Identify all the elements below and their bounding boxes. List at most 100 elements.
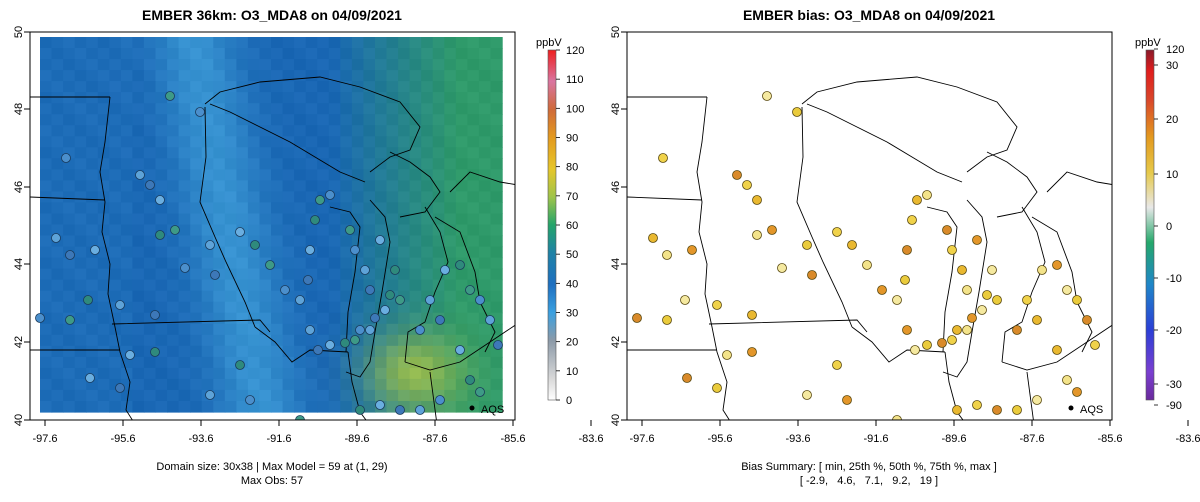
- heatmap-cell: [178, 323, 191, 336]
- heatmap-cell: [224, 81, 237, 93]
- heatmap-cell: [213, 114, 226, 126]
- heatmap-cell: [328, 158, 341, 170]
- heatmap-cell: [398, 389, 411, 402]
- bias-marker: [847, 240, 857, 250]
- heatmap-cell: [328, 180, 341, 192]
- heatmap-cell: [259, 180, 272, 192]
- heatmap-cell: [132, 202, 145, 214]
- heatmap-cell: [236, 147, 249, 159]
- heatmap-cell: [444, 356, 457, 369]
- heatmap-cell: [201, 59, 214, 71]
- heatmap-cell: [421, 345, 434, 358]
- heatmap-cell: [201, 345, 214, 358]
- bias-marker: [1072, 387, 1082, 397]
- heatmap-cell: [109, 312, 122, 325]
- bias-marker: [977, 305, 987, 315]
- heatmap-cell: [40, 125, 53, 137]
- heatmap-cell: [490, 147, 503, 159]
- heatmap-cell: [40, 147, 53, 159]
- colorbar-tick-label: 120: [1166, 44, 1184, 56]
- heatmap-cell: [305, 312, 318, 325]
- heatmap-cell: [247, 48, 261, 60]
- x-tick-label: -93.6: [188, 433, 213, 445]
- heatmap-cell: [271, 147, 284, 159]
- bias-sites: [632, 91, 1100, 420]
- bias-marker: [722, 350, 732, 360]
- bias-marker: [962, 285, 972, 295]
- site-marker: [340, 338, 350, 348]
- boundary-line: [520, 232, 530, 302]
- heatmap-cell: [40, 213, 53, 226]
- heatmap-cell: [178, 345, 191, 358]
- heatmap-cell: [109, 345, 122, 358]
- heatmap-cell: [236, 389, 249, 402]
- heatmap-cell: [120, 92, 134, 104]
- heatmap-cell: [421, 92, 434, 104]
- heatmap-cell: [247, 37, 261, 49]
- site-marker: [365, 285, 375, 295]
- heatmap-cell: [282, 290, 295, 303]
- heatmap-cell: [63, 235, 76, 248]
- heatmap-cell: [432, 257, 445, 270]
- heatmap-cell: [155, 290, 168, 303]
- heatmap-cell: [74, 136, 87, 148]
- heatmap-cell: [351, 312, 365, 325]
- site-marker: [355, 405, 365, 415]
- bias-marker: [900, 275, 910, 285]
- bias-marker: [687, 245, 697, 255]
- heatmap-cell: [190, 367, 203, 380]
- heatmap-cell: [259, 191, 272, 203]
- heatmap-cell: [294, 37, 307, 49]
- heatmap-cell: [478, 125, 492, 137]
- heatmap-cell: [190, 158, 203, 170]
- heatmap-cell: [63, 224, 76, 237]
- heatmap-cell: [40, 389, 53, 402]
- site-marker: [303, 275, 313, 285]
- heatmap-cell: [178, 367, 191, 380]
- heatmap-cell: [294, 202, 307, 214]
- heatmap-cell: [201, 224, 214, 237]
- bias-marker: [862, 260, 872, 270]
- heatmap-cell: [178, 224, 191, 237]
- heatmap-cell: [155, 103, 168, 115]
- heatmap-cell: [386, 279, 399, 292]
- heatmap-cell: [74, 290, 87, 303]
- heatmap-cell: [167, 213, 180, 226]
- heatmap-cell: [432, 37, 445, 49]
- heatmap-cell: [51, 136, 64, 148]
- heatmap-cell: [51, 312, 64, 325]
- heatmap-cell: [51, 147, 64, 159]
- heatmap-cell: [351, 213, 365, 226]
- heatmap-cell: [398, 301, 411, 314]
- heatmap-cell: [375, 323, 388, 336]
- heatmap-cell: [490, 323, 503, 336]
- heatmap-cell: [375, 246, 388, 259]
- heatmap-cell: [143, 235, 157, 248]
- heatmap-cell: [398, 191, 411, 203]
- heatmap-cell: [97, 268, 110, 281]
- bias-marker: [632, 313, 642, 323]
- heatmap-cell: [317, 246, 330, 259]
- heatmap-cell: [490, 169, 503, 181]
- heatmap-cell: [236, 301, 249, 314]
- site-marker: [395, 405, 405, 415]
- colorbar-tick-label: -10: [1166, 273, 1182, 285]
- heatmap-cell: [421, 334, 434, 347]
- heatmap-cell: [167, 334, 180, 347]
- heatmap-cell: [363, 92, 376, 104]
- heatmap-cell: [455, 290, 468, 303]
- x-tick-label: -97.6: [32, 433, 57, 445]
- heatmap-cell: [236, 169, 249, 181]
- heatmap-cell: [317, 37, 330, 49]
- right-panel: EMBER bias: O3_MDA8 on 04/09/2021 -97.6-…: [610, 7, 1200, 487]
- heatmap-cell: [40, 257, 53, 270]
- heatmap-cell: [282, 202, 295, 214]
- heatmap-cell: [455, 202, 468, 214]
- heatmap-cell: [247, 180, 261, 192]
- heatmap-cell: [74, 213, 87, 226]
- heatmap-cell: [409, 246, 422, 259]
- heatmap-cell: [351, 389, 365, 402]
- heatmap-cell: [178, 334, 191, 347]
- heatmap-cell: [455, 136, 468, 148]
- heatmap-cell: [386, 213, 399, 226]
